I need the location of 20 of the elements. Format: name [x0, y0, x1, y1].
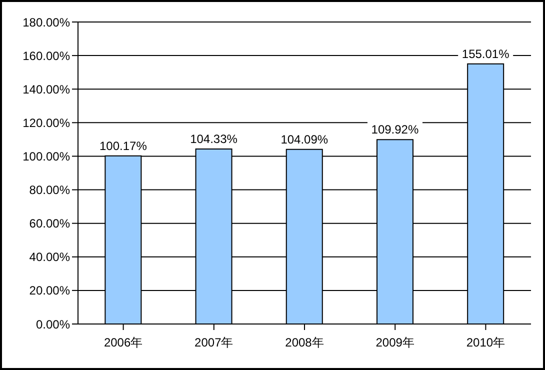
y-tick-label: 80.00%	[29, 183, 70, 198]
x-tick-label: 2009年	[376, 336, 414, 350]
y-tick-label: 120.00%	[22, 116, 70, 130]
data-label: 155.01%	[462, 46, 510, 61]
x-tick-label: 2007年	[194, 336, 234, 350]
data-label: 100.17%	[99, 138, 148, 153]
y-tick-label: 140.00%	[22, 82, 70, 96]
y-tick-label: 0.00%	[36, 317, 70, 332]
y-tick-label: 160.00%	[22, 48, 70, 63]
data-label: 104.09%	[280, 132, 328, 146]
x-tick-label: 2006年	[104, 336, 143, 350]
data-label: 109.92%	[371, 122, 419, 137]
x-tick-label: 2010年	[466, 336, 506, 350]
y-tick-label: 60.00%	[29, 216, 70, 231]
y-tick-label: 20.00%	[29, 284, 70, 298]
y-tick-label: 40.00%	[29, 250, 70, 264]
data-label: 104.33%	[190, 132, 238, 146]
y-tick-label: 180.00%	[22, 15, 70, 30]
y-tick-label: 100.00%	[22, 149, 70, 164]
x-tick-label: 2008年	[285, 336, 324, 350]
